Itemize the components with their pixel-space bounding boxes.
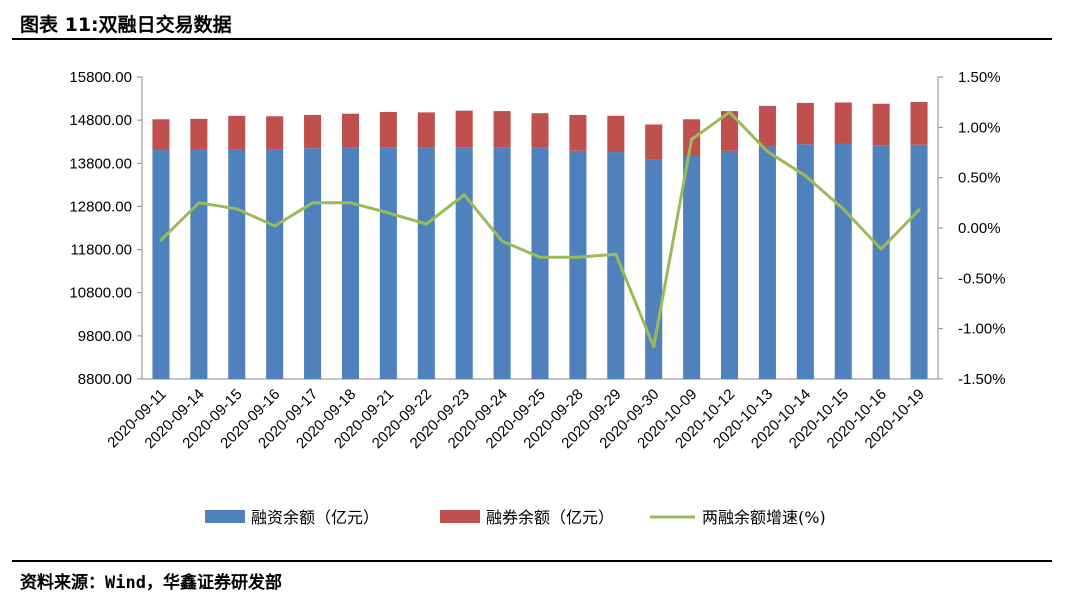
- legend-securities-lending-swatch: [440, 510, 480, 523]
- bar-margin-financing: [417, 147, 435, 379]
- growth-rate-point: [879, 247, 883, 251]
- bar-securities-lending: [645, 124, 663, 160]
- bar-securities-lending: [379, 111, 397, 148]
- growth-rate-point: [424, 222, 428, 226]
- bar-margin-financing: [758, 146, 776, 379]
- growth-rate-point: [765, 149, 769, 153]
- right-tick-label: 1.50%: [958, 69, 1001, 86]
- bar-securities-lending: [569, 114, 587, 151]
- left-tick-label: 11800.00: [71, 242, 132, 259]
- growth-rate-point: [159, 238, 163, 242]
- legend-securities-lending-label: 融券余额（亿元）: [486, 508, 614, 527]
- chart-line: [159, 110, 921, 349]
- bar-margin-financing: [266, 149, 284, 379]
- bar-margin-financing: [304, 148, 322, 379]
- growth-rate-point: [235, 207, 239, 211]
- bar-margin-financing: [834, 143, 852, 379]
- growth-rate-point: [841, 207, 845, 211]
- legend-margin-financing-swatch: [205, 510, 245, 523]
- bar-securities-lending: [417, 112, 435, 148]
- top-rule: [12, 38, 1052, 40]
- bar-securities-lending: [455, 110, 473, 148]
- bar-margin-financing: [569, 150, 587, 379]
- bar-securities-lending: [683, 119, 701, 156]
- chart-legend: 融资余额（亿元） 融券余额（亿元） 两融余额增速(%): [205, 508, 826, 527]
- right-tick-label: -0.50%: [958, 270, 1006, 287]
- dual-margin-chart: 15800.00 14800.00 13800.00 12800.00 11800.00…: [69, 69, 1005, 527]
- growth-rate-point: [803, 174, 807, 178]
- figure-title: 图表 11:双融日交易数据: [20, 14, 232, 36]
- left-tick-label: 10800.00: [69, 285, 132, 302]
- growth-rate-point: [197, 201, 201, 205]
- growth-rate-point: [538, 255, 542, 259]
- growth-rate-point: [690, 137, 694, 141]
- bar-securities-lending: [304, 114, 322, 149]
- bar-margin-financing: [720, 150, 739, 379]
- bar-securities-lending: [834, 102, 852, 144]
- left-tick-label: 9800.00: [78, 328, 132, 345]
- bar-securities-lending: [531, 113, 549, 148]
- bar-securities-lending: [720, 111, 739, 151]
- bar-margin-financing: [796, 144, 814, 379]
- legend-growth-rate-label: 两融余额增速(%): [702, 508, 826, 527]
- left-tick-label: 14800.00: [69, 112, 132, 129]
- bar-securities-lending: [341, 113, 360, 148]
- growth-rate-point: [386, 211, 390, 215]
- right-tick-label: 0.00%: [958, 220, 1001, 237]
- bar-securities-lending: [228, 115, 246, 150]
- bar-margin-financing: [493, 147, 511, 379]
- bar-margin-financing: [379, 147, 397, 379]
- bar-margin-financing: [228, 149, 246, 379]
- bar-securities-lending: [152, 119, 170, 150]
- growth-rate-point: [500, 239, 504, 243]
- chart-bars: [152, 102, 928, 379]
- chart-axes: 15800.00 14800.00 13800.00 12800.00 11800.00…: [69, 69, 1005, 388]
- left-tick-label: 13800.00: [69, 155, 132, 172]
- bar-margin-financing: [341, 147, 360, 379]
- bar-margin-financing: [152, 149, 170, 379]
- bottom-rule: [12, 560, 1052, 562]
- bar-margin-financing: [607, 152, 625, 379]
- bar-margin-financing: [531, 147, 549, 379]
- chart-x-ticks: 2020-09-112020-09-142020-09-152020-09-16…: [104, 386, 928, 452]
- bar-securities-lending: [872, 103, 890, 146]
- growth-rate-point: [652, 345, 656, 349]
- right-tick-label: 0.50%: [958, 170, 1001, 187]
- growth-rate-point: [273, 224, 277, 228]
- right-tick-label: -1.00%: [958, 321, 1006, 338]
- bar-margin-financing: [190, 149, 208, 379]
- growth-rate-point: [614, 252, 618, 256]
- bar-securities-lending: [607, 115, 625, 153]
- bar-margin-financing: [872, 145, 890, 379]
- left-tick-label: 8800.00: [78, 371, 132, 388]
- bar-securities-lending: [910, 102, 928, 145]
- bar-margin-financing: [683, 155, 701, 379]
- right-tick-label: -1.50%: [958, 371, 1006, 388]
- growth-rate-point: [462, 193, 466, 197]
- bar-securities-lending: [190, 118, 208, 150]
- bar-margin-financing: [910, 144, 928, 379]
- growth-rate-point: [917, 208, 921, 212]
- growth-rate-point: [728, 110, 732, 114]
- bar-securities-lending: [266, 116, 284, 150]
- source-note: 资料来源：Wind，华鑫证券研发部: [20, 573, 282, 593]
- growth-rate-point: [348, 201, 352, 205]
- bar-securities-lending: [758, 105, 776, 147]
- growth-rate-point: [576, 255, 580, 259]
- left-tick-label: 15800.00: [69, 69, 132, 86]
- right-tick-label: 1.00%: [958, 119, 1001, 136]
- left-tick-label: 12800.00: [69, 198, 132, 215]
- growth-rate-point: [311, 201, 315, 205]
- bar-securities-lending: [493, 111, 511, 148]
- bar-margin-financing: [455, 147, 473, 379]
- legend-margin-financing-label: 融资余额（亿元）: [251, 508, 379, 527]
- bar-securities-lending: [796, 102, 814, 145]
